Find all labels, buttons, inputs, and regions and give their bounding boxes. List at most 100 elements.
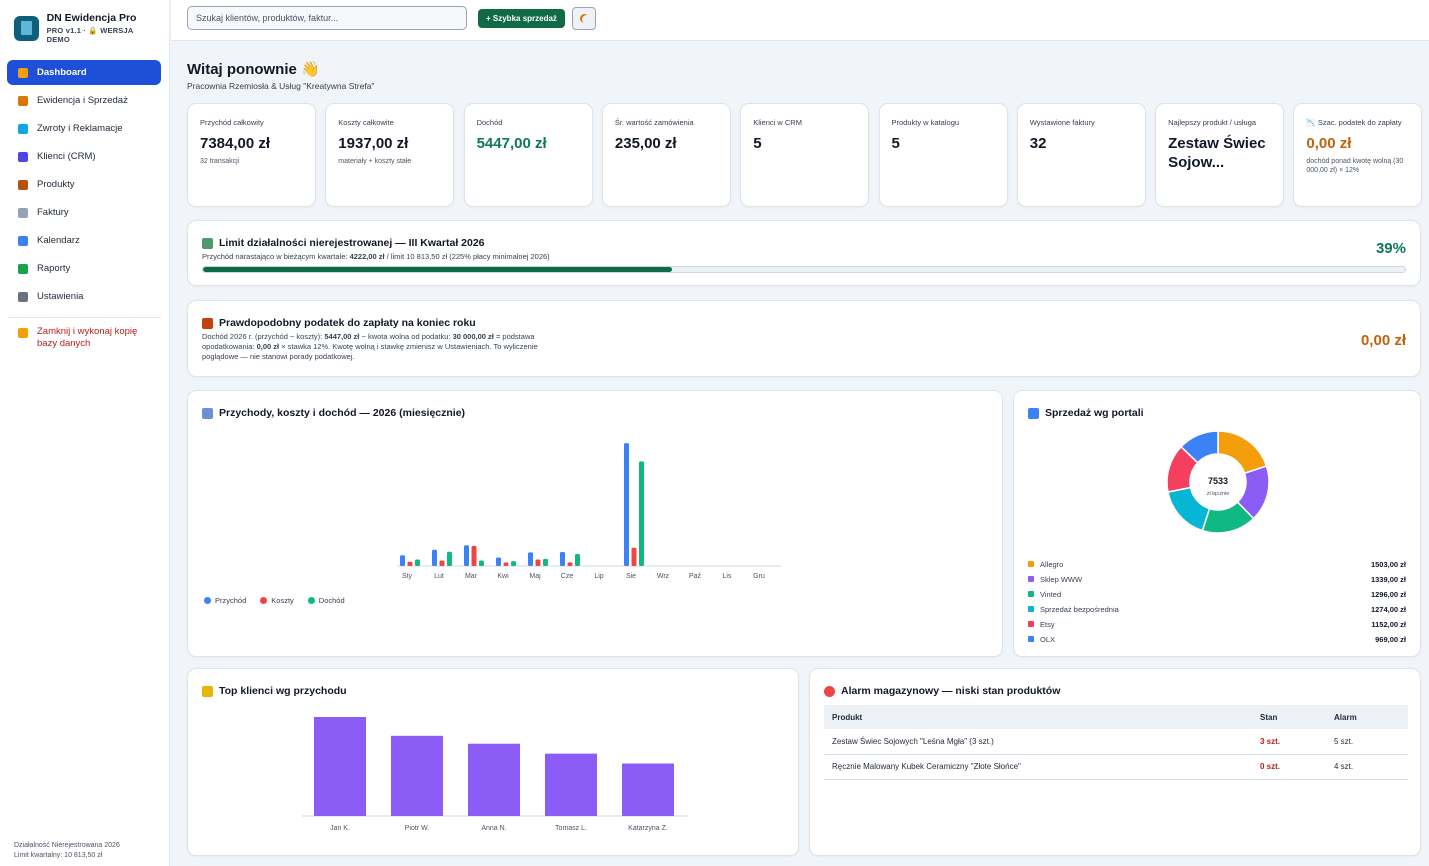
bar-client-0[interactable] [314,717,366,816]
legend-label: Sklep WWW [1040,575,1083,584]
bar-przychód-cze[interactable] [560,552,565,566]
bar-client-2[interactable] [468,743,520,816]
sidebar-item-label: Produkty [37,179,75,190]
bar-przychód-sie[interactable] [624,443,629,566]
stat-label: Wystawione faktury [1029,118,1095,127]
bar-koszty-lut[interactable] [439,560,445,566]
topbar: + Szybka sprzedaż [171,0,1429,41]
slice-sprzedaż-bezpośrednia[interactable] [1167,486,1211,532]
x-tick-label: Sty [402,573,413,580]
tax-desc-p4: × stawka 12%. Kwotę wolną i stawkę zmien… [202,342,538,361]
exit-backup-button[interactable]: Zamknij i wykonaj kopię bazy danych [0,326,169,350]
legend-item[interactable]: Przychód [204,596,246,605]
tax-desc-p3: = podstawa opodatkowania: [202,332,535,351]
theme-toggle-button[interactable] [572,7,596,30]
limit-card: Limit działalności nierejestrowanej — II… [187,220,1421,286]
bar-koszty-sty[interactable] [407,561,413,566]
bar-przychód-maj[interactable] [528,552,533,566]
monthly-chart-title: Przychody, koszty i dochód — 2026 (miesi… [219,407,466,419]
legend-dot-icon [260,597,268,604]
cell-stock: 0 szt. [1252,754,1326,780]
tax-desc-p2: − kwota wolna od podatku: [359,332,453,341]
bar-koszty-cze[interactable] [567,562,573,566]
cell-product: Ręcznie Malowany Kubek Ceramiczny "Złote… [824,754,1252,780]
legend-item[interactable]: Vinted 1296,00 zł [1028,587,1406,602]
x-tick-label: Paź [689,573,702,580]
sidebar-item-produkty[interactable]: Produkty [7,172,161,197]
monthly-chart: Sty Lut Mar Kwi Maj Cze Lip Sie Wrz Paź Lis Gru [397,443,781,580]
stat-label: Koszty całkowite [338,118,394,127]
limit-percent: 39% [1375,240,1406,257]
bar-dochód-sty[interactable] [415,559,420,567]
legend-item[interactable]: Allegro 1503,00 zł [1028,557,1406,572]
quick-sale-button[interactable]: + Szybka sprzedaż [478,9,565,28]
sidebar-item-kalendarz[interactable]: Kalendarz [7,228,161,253]
bar-przychód-kwi[interactable] [496,557,501,566]
bar-dochód-cze[interactable] [575,553,580,566]
legend-swatch-icon [1028,561,1034,567]
stat-label: 📉 Szac. podatek do zapłaty [1306,118,1402,127]
stat-label: Przychód całkowity [200,118,264,127]
bar-przychód-lut[interactable] [432,549,437,566]
legend-item[interactable]: Etsy 1152,00 zł [1028,617,1406,632]
bar-client-4[interactable] [622,763,674,816]
stat-card: Dochód 5447,00 zł [463,103,593,207]
bar-dochód-lut[interactable] [447,551,452,566]
bar-koszty-maj[interactable] [535,559,541,567]
stat-sub: materiały + koszty stałe [338,158,412,165]
bar-dochód-maj[interactable] [543,558,548,566]
bar-client-3[interactable] [545,753,597,816]
sidebar-item-ustawienia[interactable]: Ustawienia [7,284,161,309]
legend-item[interactable]: Dochód [307,596,345,605]
legend-item[interactable]: Koszty [260,596,294,605]
sidebar-item-ewidencja-i-sprzedaż[interactable]: Ewidencja i Sprzedaż [7,88,161,113]
bar-dochód-kwi[interactable] [511,561,516,566]
legend-swatch-icon [1028,576,1034,582]
legend-item[interactable]: Sklep WWW 1339,00 zł [1028,572,1406,587]
x-tick-label: Mar [465,573,478,580]
page-title: Witaj ponownie 👋 [187,61,320,78]
legend-item[interactable]: OLX 969,00 zł [1028,632,1406,647]
tax-desc-income: 5447,00 zł [324,332,360,341]
sidebar-item-zwroty-i-reklamacje[interactable]: Zwroty i Reklamacje [7,116,161,141]
legend-value: 1274,00 zł [1370,605,1406,614]
legend-label: Sprzedaż bezpośrednia [1040,605,1119,614]
tax-desc-free-amount: 30 000,00 zł [452,332,494,341]
table-row[interactable]: Zestaw Świec Sojowych "Leśna Mgła" (3 sz… [824,729,1408,755]
legend-item[interactable]: Sprzedaż bezpośrednia 1274,00 zł [1028,602,1406,617]
tax-description: Dochód 2026 r. (przychód − koszty): 5447… [202,332,572,362]
bar-koszty-kwi[interactable] [503,562,509,566]
bar-client-1[interactable] [391,735,443,816]
tax-title: Prawdopodobny podatek do zapłaty na koni… [219,317,476,329]
x-tick-label: Cze [561,573,574,580]
stock-table: Produkt Stan Alarm Zestaw Świec Sojowych… [824,705,1408,780]
stat-label: Produkty w katalogu [891,118,960,127]
stat-label: Klienci w CRM [753,118,802,127]
sidebar-item-dashboard[interactable]: Dashboard [7,60,161,85]
tax-desc-p1: Dochód 2026 r. (przychód − koszty): [202,332,325,341]
bar-dochód-sie[interactable] [639,461,644,566]
monthly-chart-card: Przychody, koszty i dochód — 2026 (miesi… [187,390,1003,657]
legend-label: Etsy [1040,620,1055,629]
sidebar-item-faktury[interactable]: Faktury [7,200,161,225]
bar-koszty-sie[interactable] [631,547,637,566]
bar-przychód-mar[interactable] [464,545,469,566]
top-clients-chart: Jan K. Piotr W. Anna N. Tomasz L. Katarzyna … [302,717,688,832]
table-row[interactable]: Ręcznie Malowany Kubek Ceramiczny "Złote… [824,754,1408,780]
cell-alarm: 4 szt. [1326,754,1408,780]
stock-alarm-title: Alarm magazynowy — niski stan produktów [841,685,1061,697]
x-tick-label: Sie [626,573,636,580]
search-input[interactable] [187,6,467,30]
sidebar: DN Ewidencja Pro PRO v1.1 · 🔒 WERSJA DEM… [0,0,170,866]
stat-card: Wystawione faktury 32 [1016,103,1146,207]
limit-desc-prefix: Przychód narastająco w bieżącym kwartale… [202,252,350,261]
slice-olx[interactable] [1180,431,1219,464]
bar-przychód-sty[interactable] [400,555,405,566]
gear-icon [18,291,28,302]
stat-card: Produkty w katalogu 5 [878,103,1008,207]
slice-allegro[interactable] [1217,431,1268,475]
sidebar-item-klienci-crm[interactable]: Klienci (CRM) [7,144,161,169]
bar-koszty-mar[interactable] [471,545,477,566]
sidebar-item-raporty[interactable]: Raporty [7,256,161,281]
bar-dochód-mar[interactable] [479,560,484,566]
